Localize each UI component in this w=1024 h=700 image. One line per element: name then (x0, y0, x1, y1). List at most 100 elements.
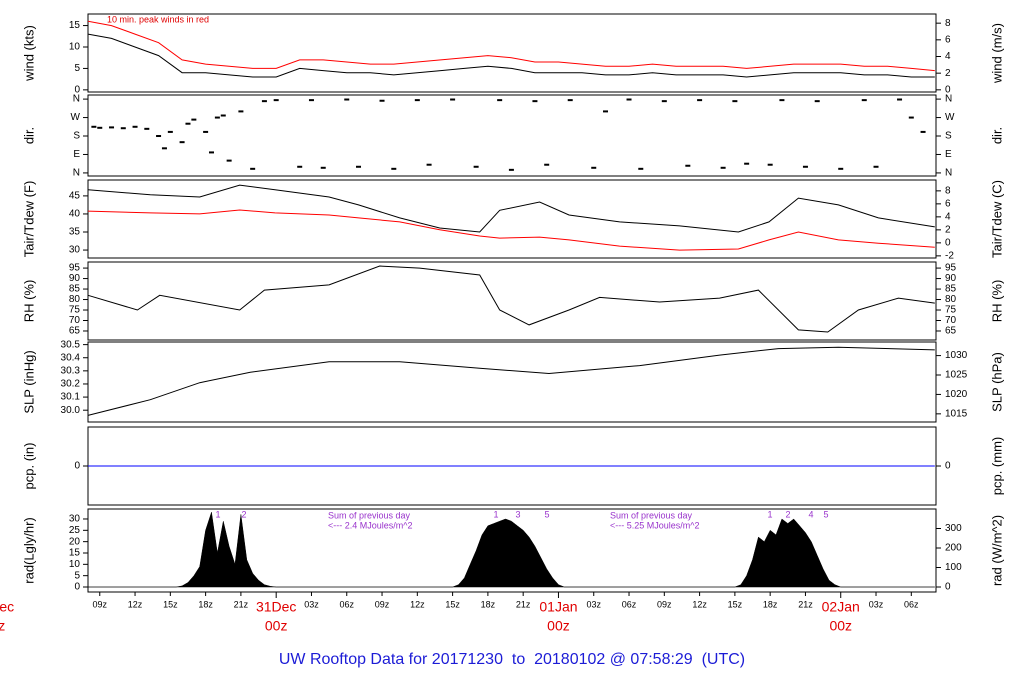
data-point (379, 99, 385, 102)
y2-tick-label: N (945, 94, 952, 105)
y-axis-label: SLP (inHg) (21, 350, 36, 413)
y-tick-label: 25 (69, 525, 81, 536)
date-tick-label: 01Jan (539, 599, 577, 615)
data-point (320, 166, 326, 169)
y-axis-label: pcp. (in) (21, 443, 36, 490)
data-point (344, 98, 350, 101)
data-point (220, 114, 226, 117)
y-tick-label: 15 (69, 20, 81, 31)
y2-tick-label: 6 (945, 34, 951, 45)
x-tick-label: 21z (516, 599, 531, 609)
data-point (261, 100, 267, 103)
data-point (297, 165, 303, 168)
data-point (767, 163, 773, 166)
data-point (161, 147, 167, 150)
data-point (273, 99, 279, 102)
data-point (179, 141, 185, 144)
y-tick-label: N (73, 94, 80, 105)
x-tick-label: 21z (234, 599, 249, 609)
x-tick-label: 18z (198, 599, 213, 609)
y-tick-label: 45 (69, 191, 81, 202)
y2-tick-label: 4 (945, 211, 951, 222)
data-point (238, 110, 244, 113)
y-tick-label: 70 (69, 315, 81, 326)
data-point (544, 163, 550, 166)
y-tick-label: 0 (74, 461, 80, 472)
y-tick-label: 75 (69, 305, 81, 316)
data-point (167, 130, 173, 133)
data-point (779, 99, 785, 102)
y-tick-label: S (73, 131, 80, 142)
y2-tick-label: 8 (945, 185, 951, 196)
y-tick-label: 85 (69, 284, 81, 295)
y2-tick-label: 1025 (945, 370, 968, 381)
data-point (208, 151, 214, 154)
y-tick-label: 30.0 (61, 405, 81, 416)
y-axis-label: rad(Lgly/hr) (21, 517, 36, 583)
y-tick-label: 30.1 (61, 392, 81, 403)
y2-tick-label: 0 (945, 461, 951, 472)
y2-tick-label: 0 (945, 84, 951, 95)
data-point (414, 99, 420, 102)
y-tick-label: 30.3 (61, 365, 81, 376)
data-point (308, 99, 314, 102)
data-point (732, 100, 738, 103)
y2-tick-label: 2 (945, 224, 951, 235)
data-point (203, 130, 209, 133)
y-tick-label: 5 (74, 63, 80, 74)
x-tick-label: 09z (657, 599, 672, 609)
y2-tick-label: 1020 (945, 389, 968, 400)
y2-tick-label: S (945, 131, 952, 142)
y-axis-label: wind (kts) (21, 25, 36, 82)
peak-label: 2 (785, 509, 790, 519)
peak-label: 3 (515, 509, 520, 519)
data-point (603, 110, 609, 113)
y2-tick-label: 90 (945, 273, 957, 284)
x-tick-label: 09z (93, 599, 108, 609)
y-axis-label: dir. (21, 127, 36, 144)
y-tick-label: 10 (69, 42, 81, 53)
data-point (591, 166, 597, 169)
data-point (214, 116, 220, 119)
data-line (87, 265, 935, 333)
peak-label: 1 (767, 509, 772, 519)
data-point (897, 98, 903, 101)
x-tick-label: 06z (339, 599, 354, 609)
y-tick-label: 35 (69, 227, 81, 238)
x-tick-label: 15z (728, 599, 743, 609)
data-point (661, 100, 667, 103)
y-tick-label: 80 (69, 294, 81, 305)
y-tick-label: N (73, 168, 80, 179)
x-tick-label: 18z (763, 599, 778, 609)
data-point (638, 167, 644, 170)
x-tick-label: 18z (481, 599, 496, 609)
data-point (91, 125, 97, 128)
date-tick-label: 31Dec (256, 599, 296, 615)
data-point (685, 164, 691, 167)
y-tick-label: 30 (69, 514, 81, 525)
data-line (87, 184, 935, 233)
data-point (908, 116, 914, 119)
y-tick-label: 5 (74, 570, 80, 581)
y2-tick-label: 300 (945, 523, 962, 534)
y-tick-label: 95 (69, 263, 81, 274)
x-tick-label: 21z (798, 599, 813, 609)
data-point (744, 162, 750, 165)
date-tick-hour: 00z (829, 618, 852, 634)
data-area (87, 512, 935, 588)
data-point (838, 167, 844, 170)
data-point (920, 130, 926, 133)
y2-tick-label: W (945, 112, 955, 123)
x-tick-label: 03z (869, 599, 884, 609)
y2-tick-label: 0 (945, 237, 951, 248)
y2-tick-label: 2 (945, 68, 951, 79)
data-point (109, 126, 115, 129)
data-point (873, 165, 879, 168)
data-point (156, 135, 162, 138)
data-point (508, 168, 514, 171)
annotation: <--- 2.4 MJoules/m^2 (328, 520, 413, 530)
panel-frame (87, 261, 937, 341)
y2-tick-label: 8 (945, 18, 951, 29)
y2-tick-label: 100 (945, 562, 962, 573)
